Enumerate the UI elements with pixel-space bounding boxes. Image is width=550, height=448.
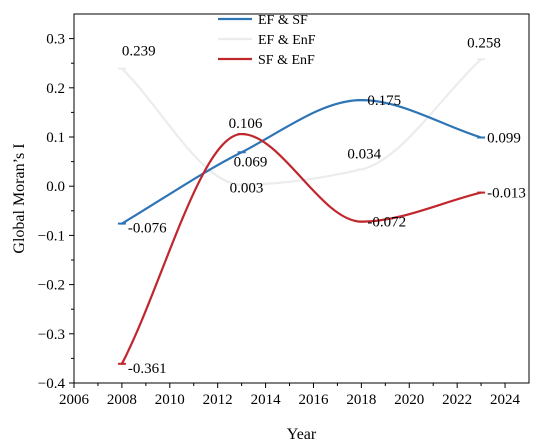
- y-tick-label: 0.2: [46, 81, 65, 97]
- x-tick-label: 2018: [346, 392, 376, 408]
- series-points: [117, 58, 486, 365]
- y-tick-label: 0.3: [46, 32, 65, 48]
- data-label: 0.258: [467, 35, 501, 51]
- legend-label: SF & EnF: [258, 53, 315, 68]
- y-tick-label: −0.1: [38, 228, 65, 244]
- x-tick-label: 2010: [155, 392, 185, 408]
- series-line: [120, 98, 483, 225]
- plot-area-border: [73, 13, 530, 384]
- series-line: [120, 58, 483, 186]
- data-label: -0.361: [128, 361, 167, 377]
- y-axis-title: Global Moran’s I: [11, 143, 28, 253]
- data-label: 0.003: [230, 181, 264, 197]
- legend-label: EF & EnF: [258, 33, 316, 48]
- x-tick-label: 2022: [442, 392, 472, 408]
- x-axis-title: Year: [287, 426, 317, 443]
- y-tick-label: −0.2: [38, 278, 65, 294]
- y-tick-label: −0.4: [38, 376, 66, 392]
- x-tick-label: 2020: [394, 392, 424, 408]
- data-label: 0.106: [229, 116, 263, 132]
- y-tick-label: 0.1: [46, 130, 65, 146]
- data-labels: 0.239 0.003 0.034 0.258 -0.076 0.069 0.175 0.09…: [122, 35, 526, 377]
- x-tick-label: 2006: [59, 392, 90, 408]
- x-tick-label: 2014: [251, 392, 282, 408]
- x-tick-label: 2024: [490, 392, 521, 408]
- series-line: [120, 132, 483, 365]
- y-axis: −0.4 −0.3 −0.2 −0.1 0.0 0.1 0.2 0.3: [38, 32, 74, 392]
- legend: EF & SF EF & EnF SF & EnF: [218, 13, 316, 68]
- plot-frame: [73, 13, 530, 384]
- data-label: 0.099: [487, 130, 521, 146]
- data-label: -0.072: [367, 215, 406, 231]
- data-label: 0.175: [367, 93, 401, 109]
- data-label: -0.013: [487, 186, 526, 202]
- data-label: 0.069: [234, 154, 268, 170]
- x-axis: 2006 2008 2010 2012 2014 2016 2018 2020 2022 2024: [59, 383, 521, 408]
- data-label: -0.076: [128, 221, 167, 237]
- y-tick-label: 0.0: [46, 179, 65, 195]
- x-tick-label: 2012: [203, 392, 233, 408]
- legend-label: EF & SF: [258, 13, 308, 28]
- series-lines: [120, 58, 483, 365]
- x-tick-label: 2016: [298, 392, 329, 408]
- x-tick-label: 2008: [107, 392, 137, 408]
- data-label: 0.239: [122, 44, 156, 60]
- y-tick-label: −0.3: [38, 327, 65, 343]
- data-label: 0.034: [347, 146, 381, 162]
